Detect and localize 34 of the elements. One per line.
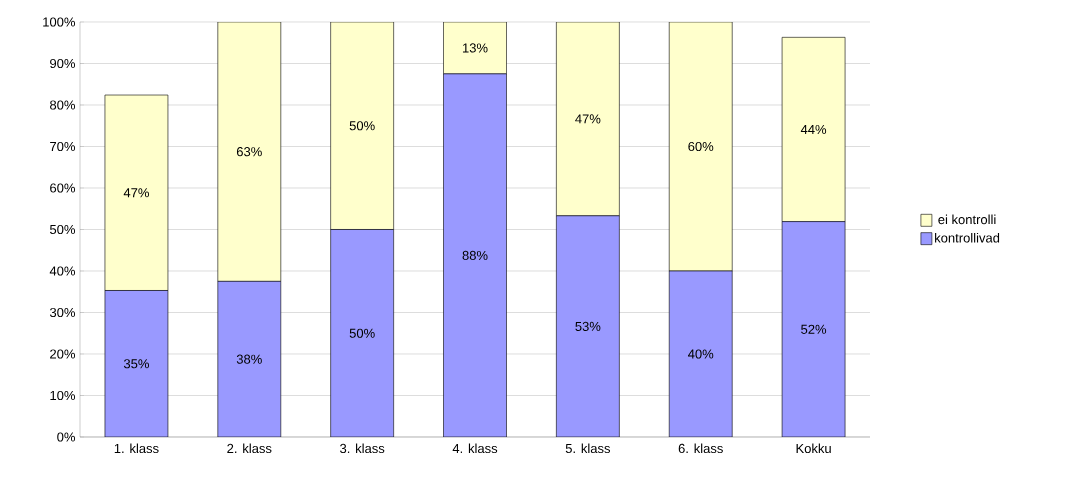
y-tick-label: 70% [50, 141, 76, 152]
data-label: 50% [349, 121, 375, 131]
y-tick-label: 20% [50, 349, 76, 359]
y-tick-label: 60% [50, 183, 76, 193]
data-label: 40% [688, 349, 714, 359]
y-tick-label: 40% [49, 266, 76, 276]
y-tick-label: 100% [43, 17, 76, 27]
x-tick-label: Kokku [796, 443, 831, 454]
y-tick-label: 80% [50, 100, 76, 110]
data-label: 50% [349, 328, 375, 338]
y-tick-label: 0% [57, 432, 76, 442]
data-label: 60% [688, 141, 714, 152]
data-label: 44% [800, 124, 827, 135]
data-label: 38% [236, 354, 262, 364]
y-tick-label: 50% [49, 224, 76, 235]
y-tick-label: 90% [50, 58, 76, 69]
x-tick-label: 4. klass [452, 443, 498, 454]
y-tick-label: 10% [50, 390, 76, 401]
x-tick-label: 3. klass [340, 443, 385, 454]
legend-label: kontrollivad [935, 232, 1000, 243]
data-label: 88% [462, 250, 488, 261]
data-label: 47% [123, 188, 149, 198]
x-tick-label: 6. klass [678, 443, 723, 454]
data-label: 63% [236, 147, 262, 157]
data-label: 53% [575, 321, 601, 331]
y-tick-label: 30% [49, 307, 76, 318]
x-tick-label: 1. klass [114, 443, 159, 454]
data-label: 13% [462, 43, 488, 53]
x-tick-label: 5. klass [565, 443, 611, 454]
data-label: 35% [123, 359, 149, 369]
legend-label: ei kontrolli [938, 214, 996, 225]
data-label: 52% [801, 324, 827, 334]
x-tick-label: 2. klass [227, 443, 272, 454]
data-label: 47% [575, 114, 601, 124]
